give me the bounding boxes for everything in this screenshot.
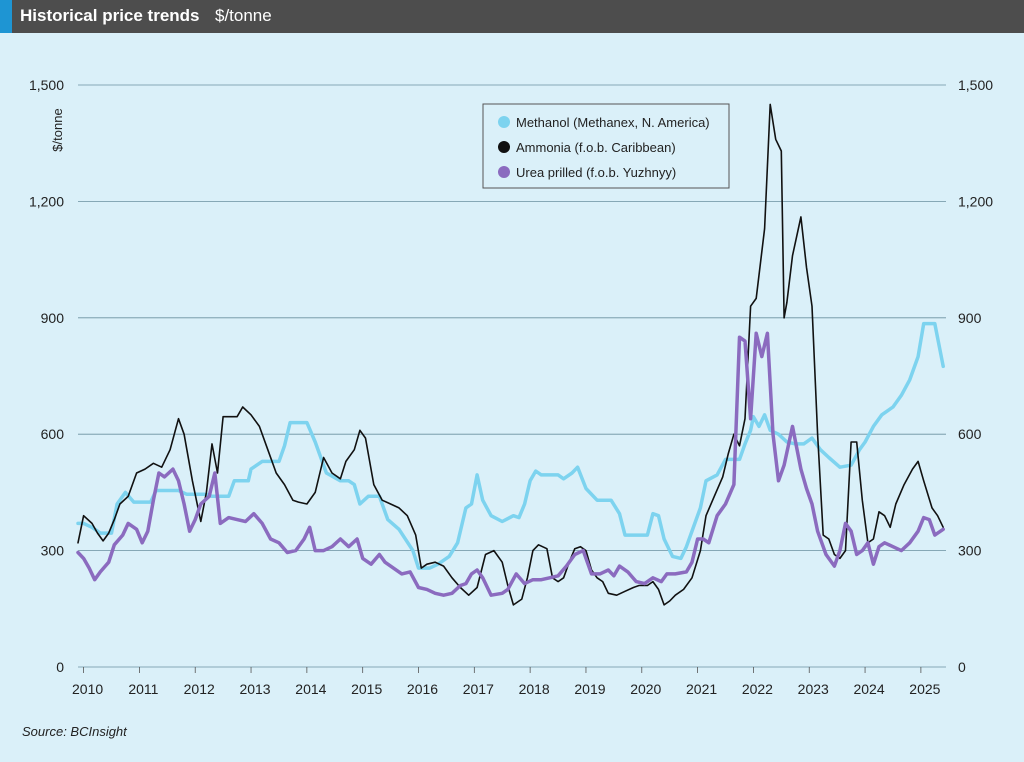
y-tick-left-0: 0 [56, 659, 64, 675]
legend-marker-2 [498, 141, 510, 153]
y-tick-right-0: 0 [958, 659, 966, 675]
x-tick-2020: 2020 [630, 681, 661, 697]
y-tick-right-1500: 1,500 [958, 77, 993, 93]
x-tick-2018: 2018 [519, 681, 550, 697]
y-tick-right-600: 600 [958, 426, 982, 442]
y-axis-right: 0 300 600 900 1,200 1,500 [958, 77, 993, 675]
line-chart: 0 300 600 900 1,200 1,500 0 300 600 900 1,200 1,50… [29, 77, 993, 697]
x-tick-2015: 2015 [351, 681, 382, 697]
y-tick-right-300: 300 [958, 543, 982, 559]
chart-subtitle: $/tonne [215, 6, 272, 25]
y-axis-left: 0 300 600 900 1,200 1,500 [29, 77, 64, 675]
header-bar: Historical price trends $/tonne [0, 0, 1024, 33]
grid-lines [78, 84, 946, 668]
legend-label-1: Methanol (Methanex, N. America) [516, 115, 710, 130]
legend-label-3: Urea prilled (f.o.b. Yuzhnyy) [516, 165, 676, 180]
y-tick-left-1200: 1,200 [29, 193, 64, 209]
series-line-1 [76, 321, 945, 570]
series-group [76, 103, 945, 606]
x-tick-2019: 2019 [574, 681, 605, 697]
x-tick-2023: 2023 [798, 681, 829, 697]
y-tick-left-600: 600 [41, 426, 65, 442]
legend-marker-3 [498, 166, 510, 178]
x-tick-2021: 2021 [686, 681, 717, 697]
legend: Methanol (Methanex, N. America) Ammonia (… [482, 103, 730, 189]
y-tick-left-1500: 1,500 [29, 77, 64, 93]
x-tick-2014: 2014 [295, 681, 326, 697]
chart-title: Historical price trends [20, 6, 200, 25]
x-tick-2022: 2022 [742, 681, 773, 697]
x-tick-2010: 2010 [72, 681, 103, 697]
y-axis-label: $/tonne [50, 108, 65, 151]
x-tick-2011: 2011 [128, 681, 158, 697]
header-accent [0, 0, 12, 33]
x-tick-2025: 2025 [909, 681, 940, 697]
y-tick-left-300: 300 [41, 543, 65, 559]
legend-label-2: Ammonia (f.o.b. Caribbean) [516, 140, 676, 155]
x-tick-2017: 2017 [463, 681, 494, 697]
y-tick-right-900: 900 [958, 310, 982, 326]
x-tick-2024: 2024 [853, 681, 884, 697]
x-tick-2012: 2012 [184, 681, 215, 697]
x-tick-2013: 2013 [239, 681, 270, 697]
x-axis: 2010 2011 2012 2013 2014 2015 2016 2017 2018 2019… [72, 667, 941, 697]
legend-box [482, 103, 730, 189]
source-note: Source: BCInsight [22, 724, 127, 739]
x-tick-2016: 2016 [407, 681, 438, 697]
y-tick-right-1200: 1,200 [958, 193, 993, 209]
legend-marker-1 [498, 116, 510, 128]
y-tick-left-900: 900 [41, 310, 65, 326]
series-line-3 [76, 331, 945, 597]
